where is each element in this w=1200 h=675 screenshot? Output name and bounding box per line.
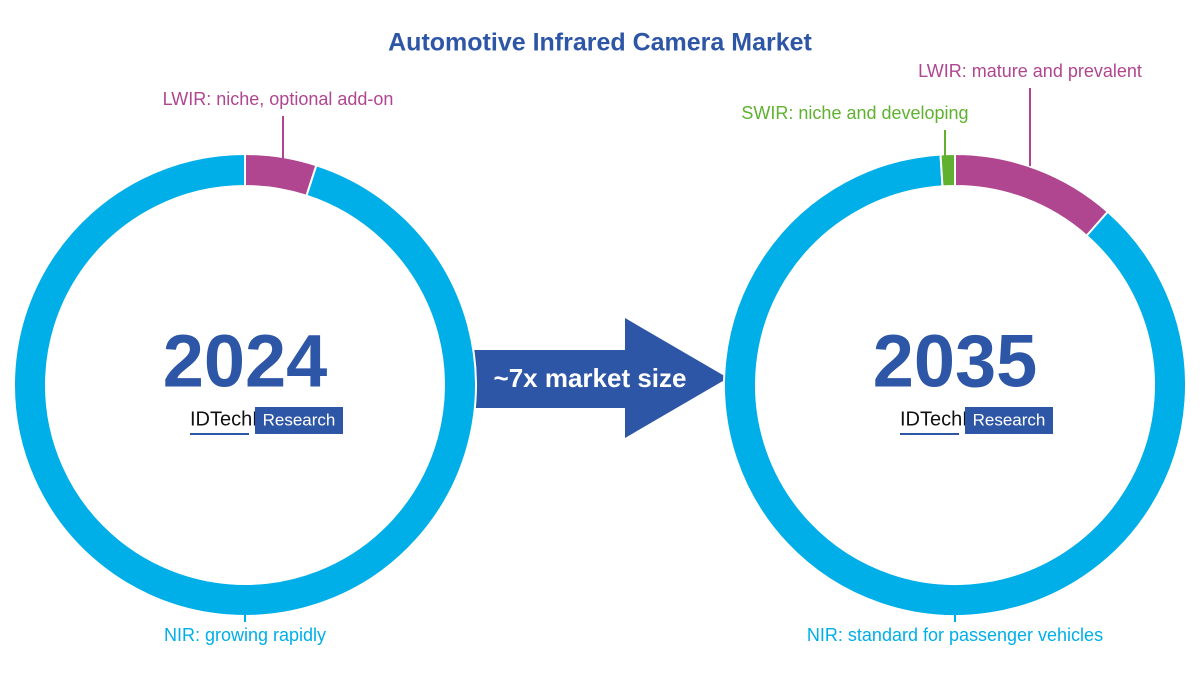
arrow-label: ~7x market size: [494, 363, 687, 393]
logo-badge-text: Research: [973, 410, 1046, 429]
logo-badge: [255, 407, 343, 434]
logo-name: IDTechEx: [190, 408, 276, 430]
slice-label: LWIR: niche, optional add-on: [163, 89, 394, 109]
center-year: 2035: [873, 320, 1038, 403]
donut-slice: [954, 152, 1110, 238]
donut-slice: [939, 152, 956, 188]
slice-label: SWIR: niche and developing: [741, 103, 968, 123]
logo-badge: [965, 407, 1053, 434]
slice-label: NIR: standard for passenger vehicles: [807, 625, 1103, 645]
slice-label: NIR: growing rapidly: [164, 625, 326, 645]
donut-slice: [723, 153, 1187, 617]
arrow: [470, 318, 728, 438]
donut-slice: [13, 152, 477, 617]
title: Automotive Infrared Camera Market: [388, 29, 812, 57]
logo-badge-text: Research: [263, 410, 336, 429]
logo-name: IDTechEx: [900, 408, 986, 430]
donut-slice: [244, 152, 318, 197]
slice-label: LWIR: mature and prevalent: [918, 61, 1142, 81]
center-year: 2024: [163, 320, 328, 403]
